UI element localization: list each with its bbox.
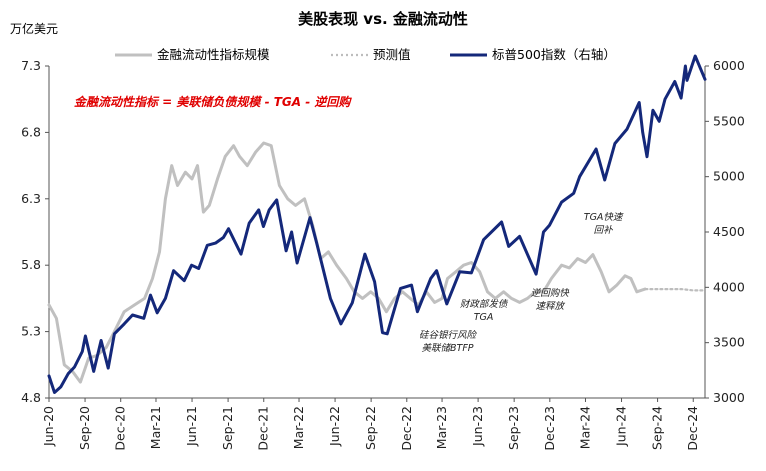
x-tick-label: Sep-21 (220, 406, 235, 450)
left-tick-label: 4.8 (21, 390, 41, 405)
x-tick-label: Jun-20 (41, 406, 56, 447)
x-tick-label: Jun-24 (614, 406, 629, 447)
x-tick-label: Jun-23 (470, 406, 485, 447)
annotation-text: 回补 (594, 225, 614, 236)
annotation-text: 美联储BTFP (422, 342, 474, 354)
right-tick-label: 4500 (713, 224, 745, 239)
chart-title: 美股表现 vs. 金融流动性 (298, 10, 468, 28)
x-tick-label: Dec-21 (256, 406, 271, 451)
x-tick-label: Sep-22 (363, 406, 378, 450)
annotation-text: 硅谷银行风险 (419, 329, 478, 341)
legend-label-liquidity: 金融流动性指标规模 (157, 47, 270, 62)
series-lines (47, 54, 707, 394)
right-tick-label: 5000 (713, 169, 745, 184)
right-tick-label: 4000 (713, 279, 745, 294)
x-tick-label: Sep-24 (650, 406, 665, 450)
left-tick-label: 5.8 (21, 257, 41, 272)
x-tick-label: Sep-20 (77, 406, 92, 450)
legend: 金融流动性指标规模 预测值 标普500指数（右轴） (115, 47, 616, 62)
x-tick-label: Dec-23 (542, 406, 557, 451)
right-tick-label: 6000 (713, 58, 745, 73)
x-tick-label: Mar-24 (577, 406, 592, 449)
right-tick-label: 3500 (713, 335, 745, 350)
legend-label-sp500: 标普500指数（右轴） (492, 47, 616, 62)
x-tick-label: Jun-21 (184, 406, 199, 447)
left-axis-unit: 万亿美元 (10, 21, 58, 36)
left-tick-label: 7.3 (21, 58, 41, 73)
x-tick-label: Jun-22 (327, 406, 342, 447)
x-tick-label: Dec-20 (113, 406, 128, 451)
right-tick-label: 5500 (713, 113, 745, 128)
annotation-text: TGA快速 (584, 212, 624, 223)
left-tick-label: 6.3 (21, 191, 41, 206)
left-tick-label: 6.8 (21, 124, 41, 139)
annotation-text: 速释放 (536, 301, 566, 312)
right-axis-ticks: 3000 3500 4000 4500 5000 5500 6000 (705, 58, 745, 405)
right-tick-label: 3000 (713, 390, 745, 405)
annotation-text: 财政部发债 (460, 298, 509, 310)
x-tick-label: Dec-22 (399, 406, 414, 451)
left-axis-ticks: 4.8 5.3 5.8 6.3 6.8 7.3 (21, 58, 49, 405)
x-tick-label: Mar-23 (434, 406, 449, 449)
legend-label-forecast: 预测值 (373, 47, 411, 62)
x-tick-label: Sep-23 (506, 406, 521, 450)
annotation-text: TGA (474, 312, 494, 323)
x-tick-label: Mar-21 (148, 406, 163, 449)
formula-note: 金融流动性指标 = 美联储负债规模 - TGA - 逆回购 (74, 95, 352, 109)
series-sp500-line (47, 54, 707, 394)
x-tick-label: Mar-22 (291, 406, 306, 449)
x-axis-ticks: Jun-20 Sep-20 Dec-20 Mar-21 Jun-21 Sep-21 Dec-… (41, 398, 700, 451)
left-tick-label: 5.3 (21, 324, 41, 339)
x-tick-label: Dec-24 (685, 406, 700, 451)
series-forecast-line (644, 288, 707, 292)
series-liquidity-line (47, 141, 647, 384)
annotation-text: 逆回购快 (531, 287, 571, 299)
